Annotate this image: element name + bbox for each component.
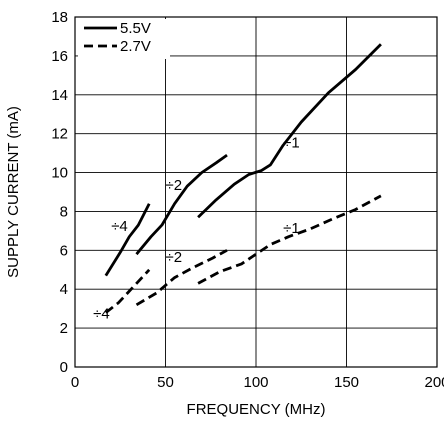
series-line-2-7v-div1: [197, 194, 382, 285]
divider-annotation: ÷4: [93, 305, 110, 322]
x-tick-label: 200: [424, 374, 444, 391]
divider-annotation: ÷4: [111, 218, 128, 235]
tick-labels: 0 50 100 150 200 0 2 4 6 8 10 12 14 16 18: [51, 9, 444, 391]
y-tick-label: 14: [51, 87, 68, 104]
y-axis-label: SUPPLY CURRENT (mA): [5, 106, 22, 278]
legend-label-2-7v: 2.7V: [120, 38, 151, 55]
x-tick-label: 0: [71, 374, 79, 391]
annotations: ÷4 ÷2 ÷1 ÷2 ÷1 ÷4: [93, 134, 300, 322]
series-line-5-5v-div1: [197, 43, 382, 219]
x-tick-label: 150: [334, 374, 359, 391]
y-tick-label: 10: [51, 165, 68, 182]
x-tick-label: 100: [243, 374, 268, 391]
y-tick-label: 8: [60, 203, 68, 220]
divider-annotation: ÷1: [283, 134, 300, 151]
series-line-5-5v-div2: [135, 153, 228, 256]
plot-frame: [74, 16, 438, 368]
y-tick-label: 16: [51, 48, 68, 65]
y-tick-label: 12: [51, 126, 68, 143]
divider-annotation: ÷1: [283, 220, 300, 237]
y-tick-label: 0: [60, 359, 68, 376]
divider-annotation: ÷2: [166, 249, 183, 266]
y-tick-label: 4: [60, 281, 68, 298]
legend: 5.5V 2.7V: [78, 19, 170, 59]
series-lines: [104, 43, 382, 314]
grid: [75, 17, 437, 367]
y-tick-label: 2: [60, 320, 68, 337]
y-tick-label: 18: [51, 9, 68, 26]
x-tick-label: 50: [157, 374, 174, 391]
legend-box: [78, 19, 170, 59]
x-axis-label: FREQUENCY (MHz): [187, 401, 326, 418]
divider-annotation: ÷2: [166, 177, 183, 194]
series-line-5-5v-div4: [104, 203, 151, 277]
y-tick-label: 6: [60, 242, 68, 259]
series-line-2-7v-div4: [104, 268, 151, 314]
series-line-2-7v-div2: [135, 249, 228, 307]
legend-label-5-5v: 5.5V: [120, 20, 151, 37]
